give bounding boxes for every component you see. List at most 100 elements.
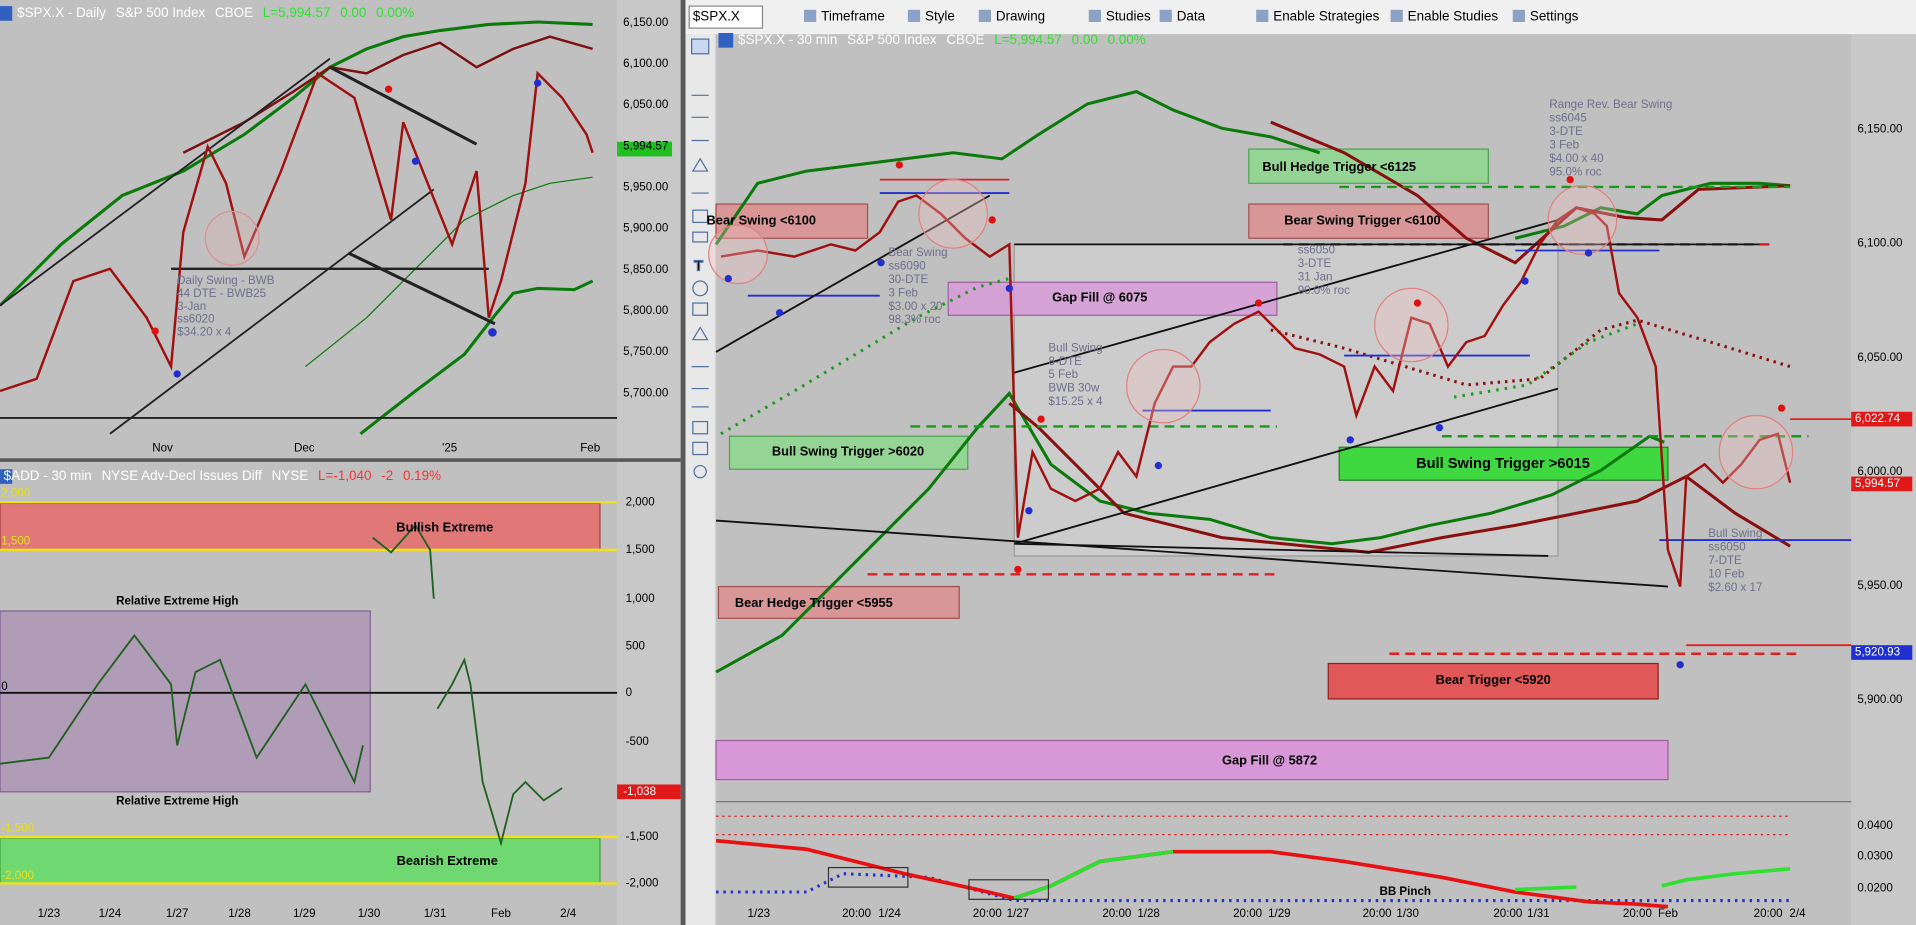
toolbar-button[interactable]: Enable Studies bbox=[1408, 9, 1499, 24]
indicator-tick-label: 0.0400 bbox=[1857, 819, 1892, 832]
header-exchange: CBOE bbox=[215, 5, 253, 20]
x-tick-label: Dec bbox=[294, 442, 315, 455]
toolbar-button[interactable]: Style bbox=[925, 9, 955, 24]
y-tick-label: 5,700.00 bbox=[623, 386, 668, 399]
header-icon bbox=[0, 469, 13, 484]
indicator-tick-label: 0.0300 bbox=[1857, 850, 1892, 863]
note-line: 98.3% roc bbox=[888, 313, 940, 326]
note-line: BWB 30w bbox=[1048, 382, 1100, 395]
note-line: ss6045 bbox=[1549, 112, 1586, 125]
header-name: S&P 500 Index bbox=[116, 5, 206, 20]
trigger-label: Bear Hedge Trigger <5955 bbox=[735, 595, 893, 610]
note-line: $3.00 x 20 bbox=[888, 300, 942, 313]
intraday-drawing bbox=[708, 90, 1852, 909]
relative-zone bbox=[0, 610, 371, 793]
note-line: 3-DTE bbox=[1298, 257, 1332, 270]
header-name: S&P 500 Index bbox=[847, 32, 937, 47]
x-tick-label: 1/24 bbox=[99, 907, 122, 920]
note-line: 10 Feb bbox=[1708, 567, 1744, 580]
toolbar-button[interactable]: Timeframe bbox=[821, 9, 885, 24]
toolbar-button[interactable]: Studies bbox=[1106, 9, 1151, 24]
x-tick-label: 20:00 bbox=[1102, 907, 1131, 920]
y-tick-label: -500 bbox=[626, 735, 649, 748]
symbol-box[interactable] bbox=[688, 5, 764, 29]
toolbar-icon[interactable] bbox=[1390, 9, 1403, 22]
toolbar-icon[interactable] bbox=[1512, 9, 1525, 22]
y-tick-label: 1,000 bbox=[626, 592, 655, 605]
toolbar-icon[interactable] bbox=[1088, 9, 1101, 22]
toolbar-icon[interactable] bbox=[1159, 9, 1172, 22]
toolbar bbox=[685, 0, 1916, 35]
toolbar-icon[interactable] bbox=[804, 9, 817, 22]
y-tick-label: -1,500 bbox=[626, 830, 659, 843]
x-tick-label: 1/23 bbox=[38, 907, 61, 920]
header-change: 0.00 bbox=[1072, 32, 1098, 47]
x-tick-label: '25 bbox=[442, 442, 457, 455]
zone-note: Relative Extreme High bbox=[116, 795, 238, 808]
note-line: 31 Jan bbox=[1298, 270, 1333, 283]
note-line: Range Rev. Bear Swing bbox=[1549, 98, 1672, 111]
x-tick-label: 1/28 bbox=[228, 907, 251, 920]
y-tick-label: 5,994.57 bbox=[623, 139, 668, 152]
symbol-input[interactable]: $SPX.X bbox=[693, 9, 740, 24]
x-tick-label: 1/28 bbox=[1137, 907, 1160, 920]
note-line: 8-DTE bbox=[1048, 355, 1082, 368]
toolbar-icon[interactable] bbox=[1256, 9, 1269, 22]
note-line: Bull Swing bbox=[1708, 527, 1762, 540]
x-tick-label: 2/4 bbox=[1789, 907, 1806, 920]
y-tick-label: 6,150.00 bbox=[1857, 123, 1902, 136]
header-pct: 0.00% bbox=[376, 5, 414, 20]
left-label: -1,500 bbox=[1, 822, 34, 835]
y-tick-label: 5,750.00 bbox=[623, 345, 668, 358]
trigger-label: Bear Swing Trigger <6100 bbox=[1284, 213, 1441, 228]
x-tick-label: 1/30 bbox=[358, 907, 381, 920]
trigger-label: Bear Swing <6100 bbox=[707, 213, 816, 228]
svg-text:T: T bbox=[694, 258, 703, 274]
price-tag bbox=[1851, 411, 1913, 427]
toolbar-button[interactable]: Data bbox=[1177, 9, 1206, 24]
daily-panel bbox=[0, 0, 681, 459]
x-tick-label: 1/31 bbox=[1527, 907, 1550, 920]
x-tick-label: 1/23 bbox=[748, 907, 771, 920]
daily-axis bbox=[617, 0, 681, 459]
x-tick-label: 20:00 bbox=[1493, 907, 1522, 920]
y-tick-label: 6,100.00 bbox=[623, 57, 668, 70]
note-line: 3-Jan bbox=[177, 300, 206, 313]
x-tick-label: 20:00 bbox=[1623, 907, 1652, 920]
y-tick-label: 6,000.00 bbox=[1857, 465, 1902, 478]
note-line: $2.60 x 17 bbox=[1708, 581, 1762, 594]
note-line: 3 Feb bbox=[1549, 138, 1579, 151]
x-tick-label: 20:00 bbox=[973, 907, 1002, 920]
toolbar-icon[interactable] bbox=[907, 9, 921, 22]
splitter bbox=[0, 458, 681, 462]
toolbar-button[interactable]: Settings bbox=[1530, 9, 1579, 24]
note-line: 7-DTE bbox=[1708, 554, 1742, 567]
header-symbol: $ADD - 30 min bbox=[4, 468, 92, 483]
note-line: 3 Feb bbox=[888, 286, 918, 299]
header-pct: 0.00% bbox=[1108, 32, 1146, 47]
header-pct: 0.19% bbox=[403, 468, 441, 483]
toolbar-button[interactable]: Enable Strategies bbox=[1273, 9, 1379, 24]
bearish-zone bbox=[0, 837, 601, 885]
toolbar-button[interactable]: Drawing bbox=[996, 9, 1045, 24]
price-tag-label: 5,994.57 bbox=[1855, 477, 1900, 490]
bullish-zone bbox=[0, 502, 601, 551]
note-line: 44 DTE - BWB25 bbox=[177, 287, 266, 300]
header-last: L=5,994.57 bbox=[263, 5, 331, 20]
zone-label: Bullish Extreme bbox=[396, 519, 493, 534]
tool-column bbox=[685, 34, 715, 925]
price-tag-label: 5,920.93 bbox=[1855, 646, 1900, 659]
x-tick-label: 1/29 bbox=[1268, 907, 1291, 920]
y-tick-label: 6,150.00 bbox=[623, 16, 668, 29]
note-line: $34.20 x 4 bbox=[177, 325, 232, 338]
x-tick-label: Feb bbox=[1658, 907, 1678, 920]
toolbar-icon[interactable] bbox=[978, 9, 991, 22]
header-name: NYSE Adv-Decl Issues Diff bbox=[102, 468, 263, 483]
header-symbol: $SPX.X - Daily bbox=[17, 5, 106, 20]
y-tick-label: 1,500 bbox=[626, 543, 655, 556]
note-line: 90.0% roc bbox=[1298, 284, 1350, 297]
zone-note: Relative Extreme High bbox=[116, 594, 238, 607]
note-line: 5 Feb bbox=[1048, 368, 1078, 381]
note-line: $15.25 x 4 bbox=[1048, 395, 1103, 408]
